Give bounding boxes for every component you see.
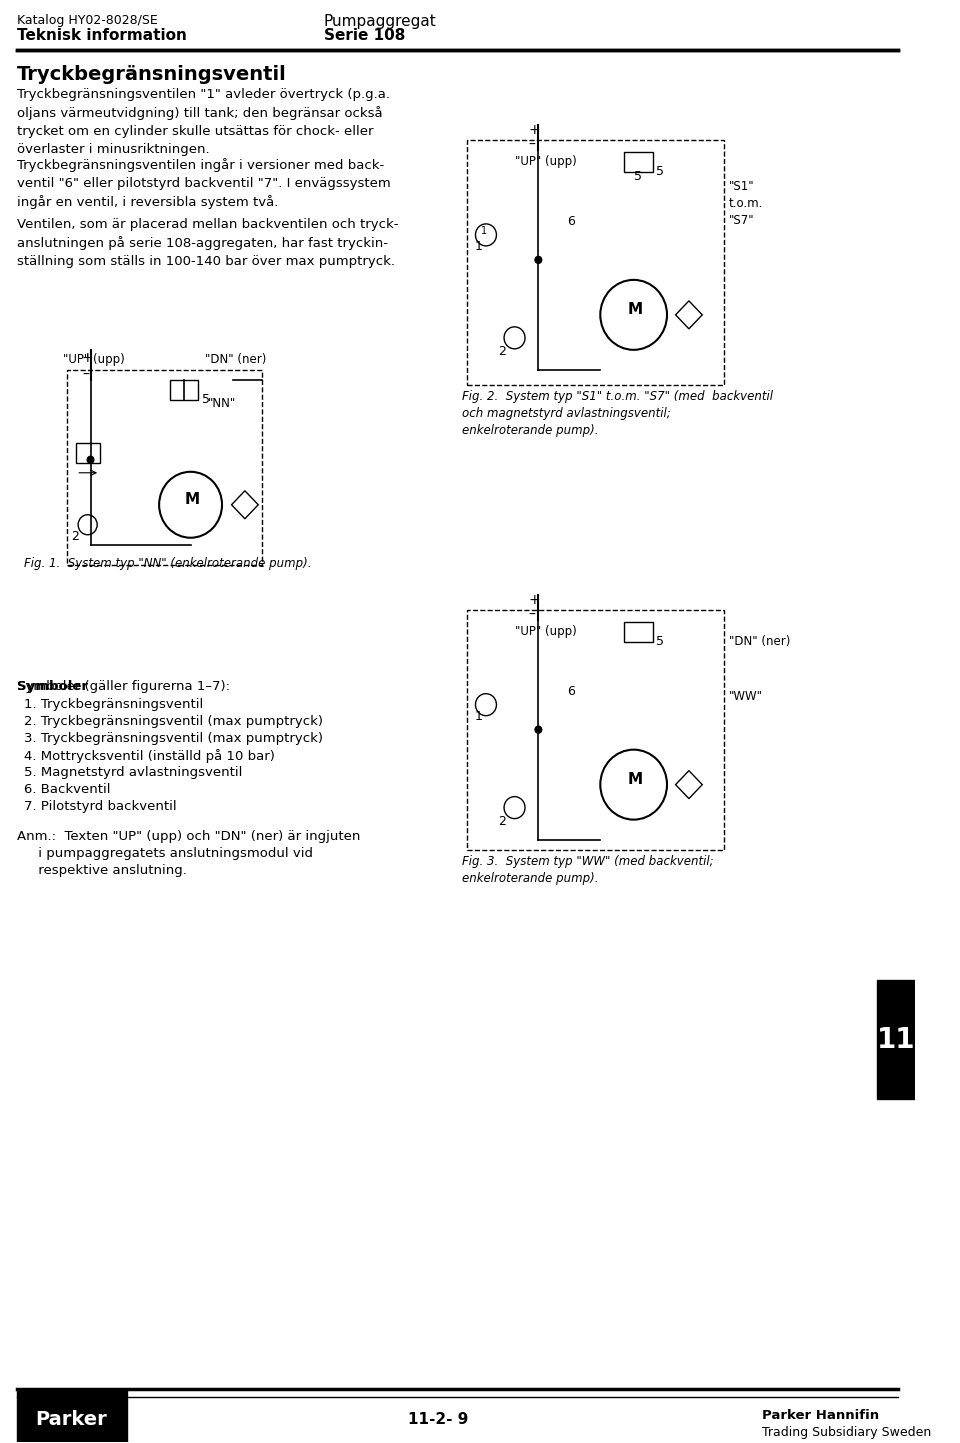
Text: "DN" (ner): "DN" (ner) xyxy=(204,354,266,367)
Text: "WW": "WW" xyxy=(729,690,763,703)
Text: 5: 5 xyxy=(634,170,641,183)
Text: 2. Tryckbegränsningsventil (max pumptryck): 2. Tryckbegränsningsventil (max pumptryc… xyxy=(24,714,323,727)
Text: "DN" (ner): "DN" (ner) xyxy=(729,635,790,648)
Text: 11-2- 9: 11-2- 9 xyxy=(408,1411,468,1427)
Text: 7. Pilotstyrd backventil: 7. Pilotstyrd backventil xyxy=(24,799,177,812)
Text: Symboler: Symboler xyxy=(17,680,88,693)
Circle shape xyxy=(87,456,94,463)
Text: M: M xyxy=(185,492,200,508)
Text: Fig. 2.  System typ "S1" t.o.m. "S7" (med  backventil
och magnetstyrd avlastning: Fig. 2. System typ "S1" t.o.m. "S7" (med… xyxy=(462,390,773,437)
Text: Ventilen, som är placerad mellan backventilen och tryck-
anslutningen på serie 1: Ventilen, som är placerad mellan backven… xyxy=(17,218,398,268)
Text: "S1"
t.o.m.
"S7": "S1" t.o.m. "S7" xyxy=(729,180,763,227)
Text: "NN": "NN" xyxy=(207,397,236,410)
Bar xyxy=(76,443,100,463)
Text: Parker Hannifin: Parker Hannifin xyxy=(762,1410,879,1423)
Text: 1. Tryckbegränsningsventil: 1. Tryckbegränsningsventil xyxy=(24,697,204,710)
Text: Pumpaggregat: Pumpaggregat xyxy=(324,14,437,29)
Bar xyxy=(66,369,262,564)
Text: 5: 5 xyxy=(656,635,663,648)
Bar xyxy=(876,980,915,1100)
Text: Katalog HY02-8028/SE: Katalog HY02-8028/SE xyxy=(17,14,157,27)
Text: "UP" (upp): "UP" (upp) xyxy=(63,354,125,367)
Text: Fig. 3.  System typ "WW" (med backventil;
enkelroterande pump).: Fig. 3. System typ "WW" (med backventil;… xyxy=(462,854,714,885)
Circle shape xyxy=(535,257,541,264)
Text: 5: 5 xyxy=(202,392,210,405)
Text: 1: 1 xyxy=(474,710,483,723)
Text: Teknisk information: Teknisk information xyxy=(17,27,187,43)
Text: Trading Subsidiary Sweden: Trading Subsidiary Sweden xyxy=(762,1426,931,1439)
Text: Serie 108: Serie 108 xyxy=(324,27,405,43)
Text: +: + xyxy=(82,351,93,365)
Text: 2: 2 xyxy=(71,530,80,543)
Bar xyxy=(624,622,653,642)
Circle shape xyxy=(535,726,541,733)
Text: 1: 1 xyxy=(481,227,488,235)
Text: 3. Tryckbegränsningsventil (max pumptryck): 3. Tryckbegränsningsventil (max pumptryc… xyxy=(24,732,323,745)
Text: –: – xyxy=(529,608,536,622)
Text: Parker: Parker xyxy=(36,1410,108,1429)
Text: Tryckbegränsningsventilen ingår i versioner med back-
ventil "6" eller pilotstyr: Tryckbegränsningsventilen ingår i versio… xyxy=(17,157,391,209)
Text: Anm.:  Texten "UP" (upp) och "DN" (ner) är ingjuten
     i pumpaggregatets anslu: Anm.: Texten "UP" (upp) och "DN" (ner) ä… xyxy=(17,830,361,876)
Text: 6: 6 xyxy=(567,215,575,228)
Bar xyxy=(467,610,724,850)
Bar xyxy=(467,140,724,385)
Text: 11: 11 xyxy=(876,1026,915,1053)
Text: Tryckbegränsningsventilen "1" avleder övertryck (p.g.a.
oljans värmeutvidgning) : Tryckbegränsningsventilen "1" avleder öv… xyxy=(17,88,390,156)
Text: 6: 6 xyxy=(567,684,575,697)
Text: 1: 1 xyxy=(474,240,483,253)
Text: "UP" (upp): "UP" (upp) xyxy=(515,154,576,167)
Bar xyxy=(170,380,198,400)
Text: 6. Backventil: 6. Backventil xyxy=(24,782,110,795)
Text: M: M xyxy=(628,772,643,786)
Text: +: + xyxy=(529,593,540,606)
Text: "UP" (upp): "UP" (upp) xyxy=(515,625,576,638)
Text: 2: 2 xyxy=(498,345,506,358)
Text: M: M xyxy=(628,303,643,317)
Bar xyxy=(624,152,653,172)
Bar xyxy=(17,1391,127,1443)
Text: 5. Magnetstyrd avlastningsventil: 5. Magnetstyrd avlastningsventil xyxy=(24,766,242,779)
Text: 2: 2 xyxy=(498,815,506,828)
Text: Symboler (gäller figurerna 1–7):: Symboler (gäller figurerna 1–7): xyxy=(17,680,230,693)
Text: –: – xyxy=(82,368,89,382)
Text: 4. Mottrycksventil (inställd på 10 bar): 4. Mottrycksventil (inställd på 10 bar) xyxy=(24,749,275,762)
Text: Fig. 1.  System typ "NN" (enkelroterande pump).: Fig. 1. System typ "NN" (enkelroterande … xyxy=(24,557,311,570)
Text: Tryckbegränsningsventil: Tryckbegränsningsventil xyxy=(17,65,287,84)
Text: –: – xyxy=(529,139,536,152)
Text: 5: 5 xyxy=(656,165,663,177)
Text: +: + xyxy=(529,123,540,137)
